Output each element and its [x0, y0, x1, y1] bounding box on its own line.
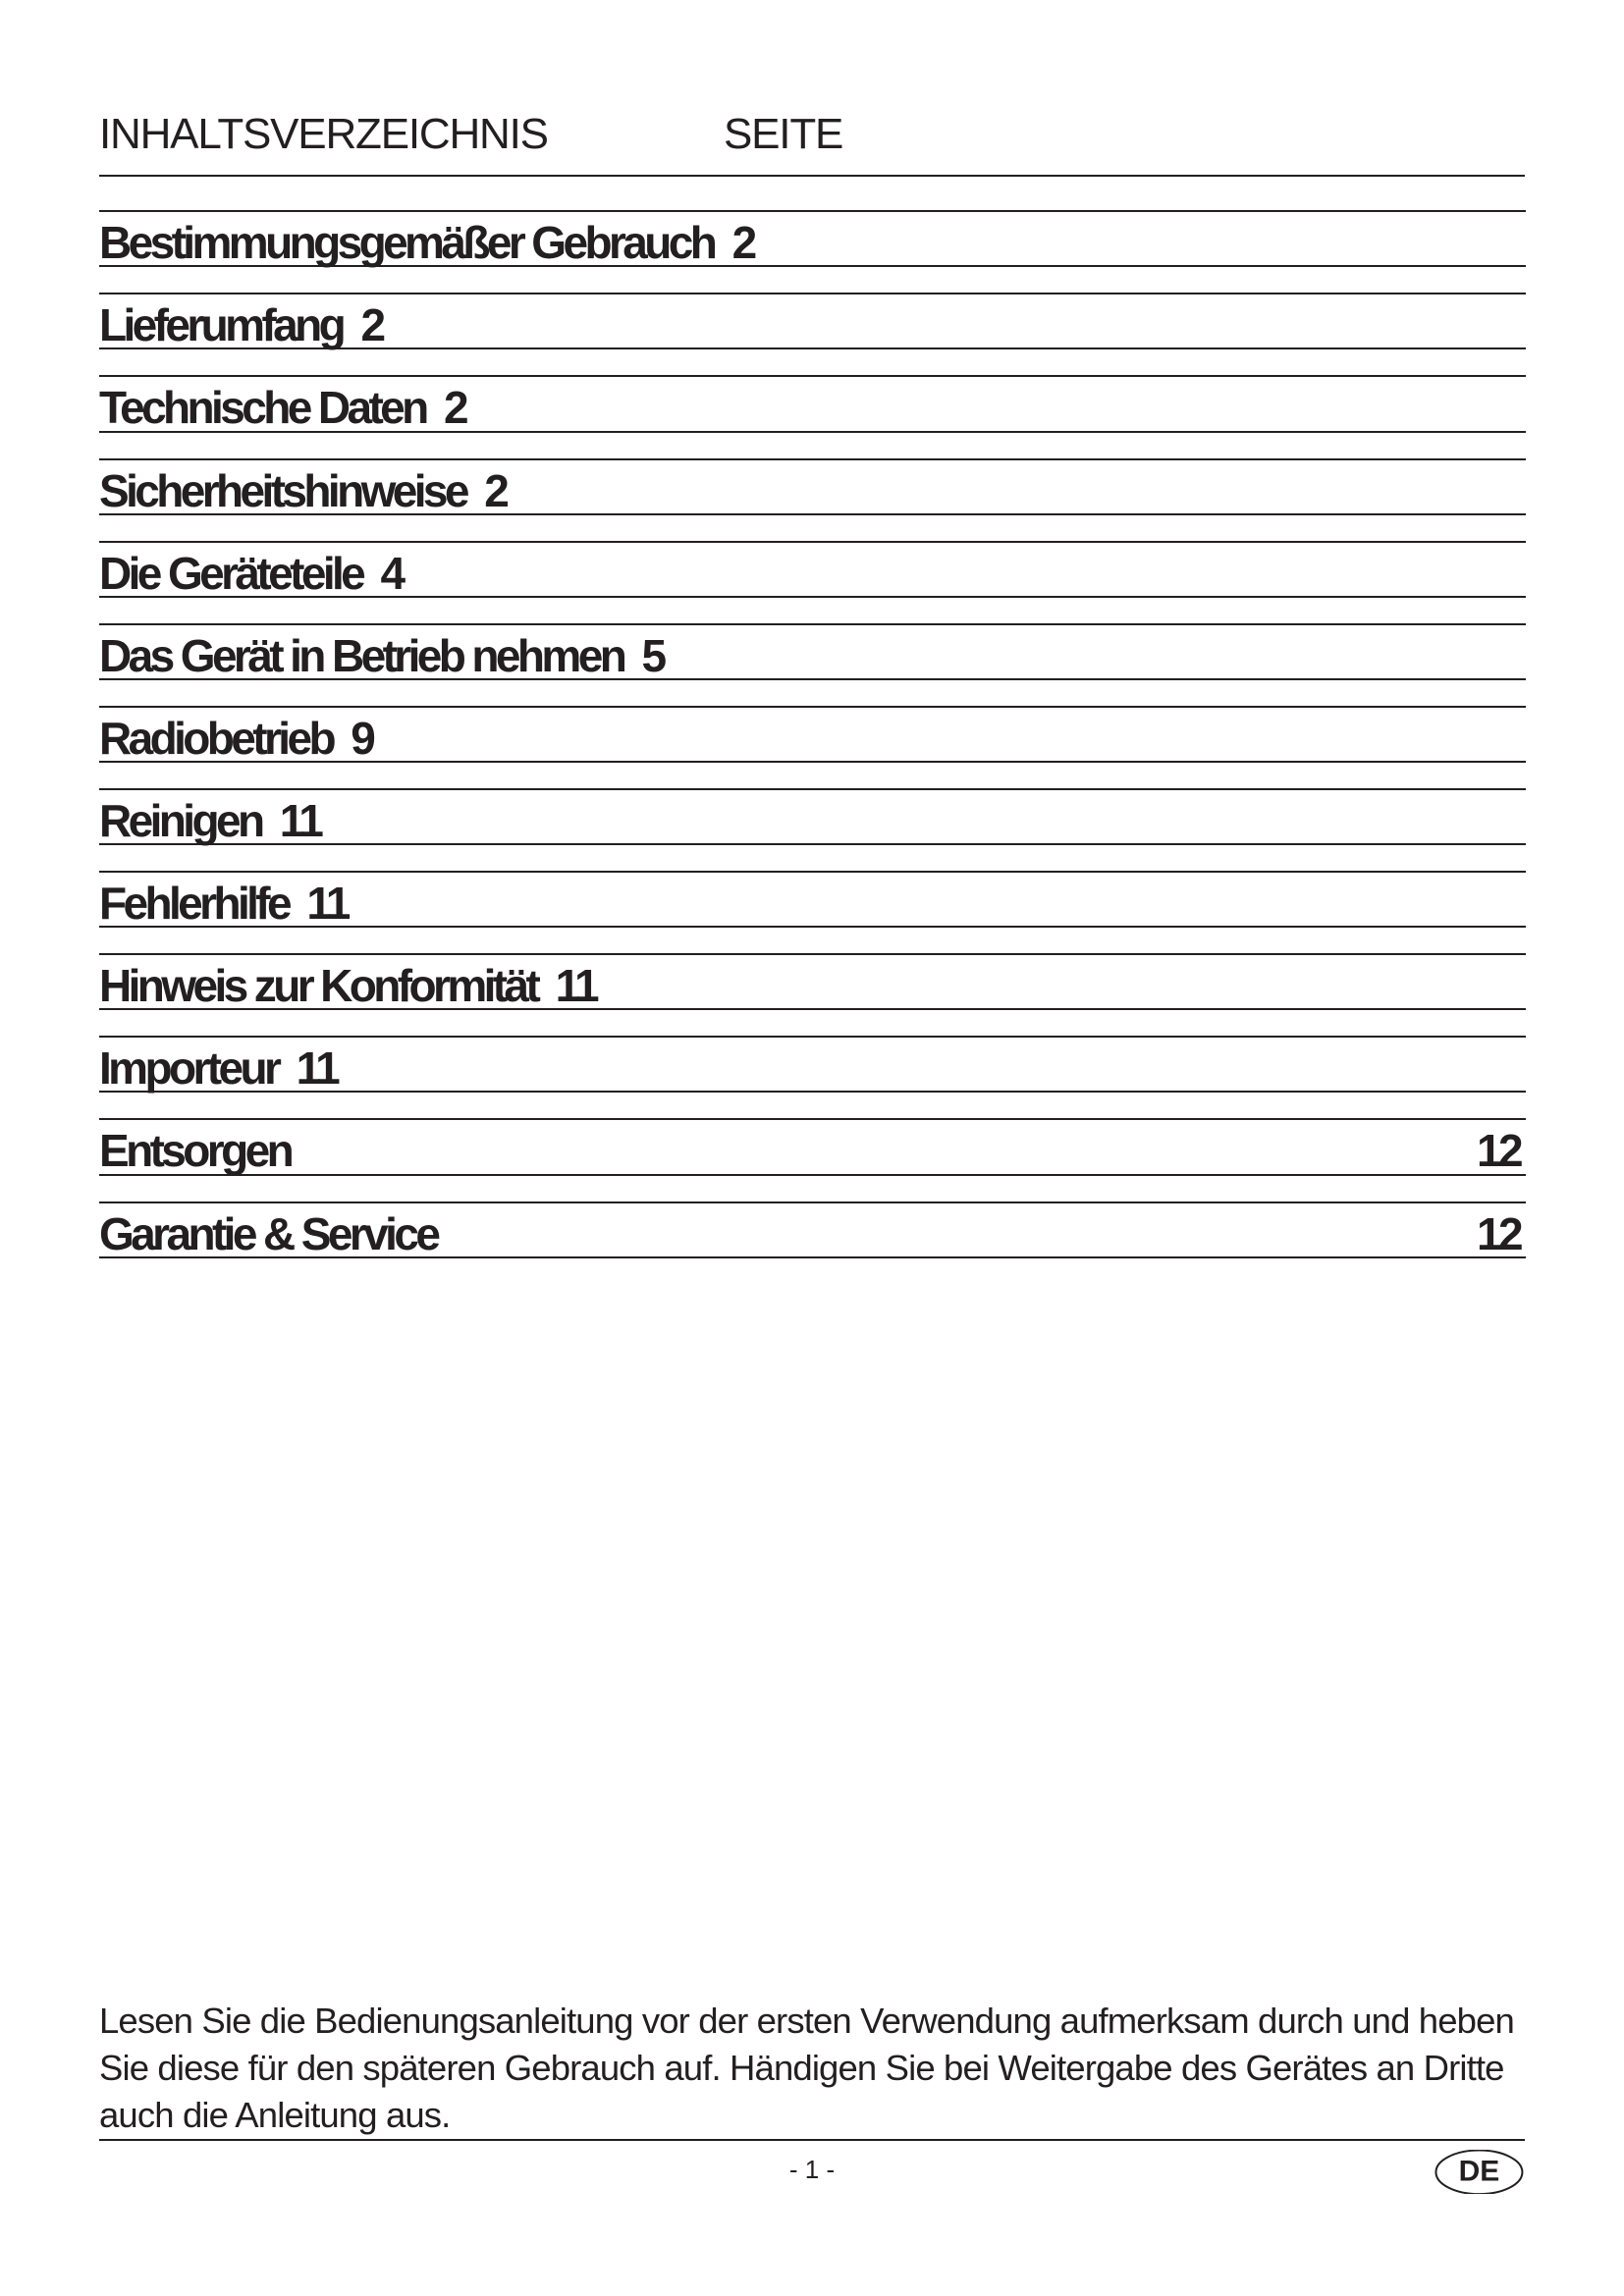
- svg-text:DE: DE: [1459, 2155, 1500, 2187]
